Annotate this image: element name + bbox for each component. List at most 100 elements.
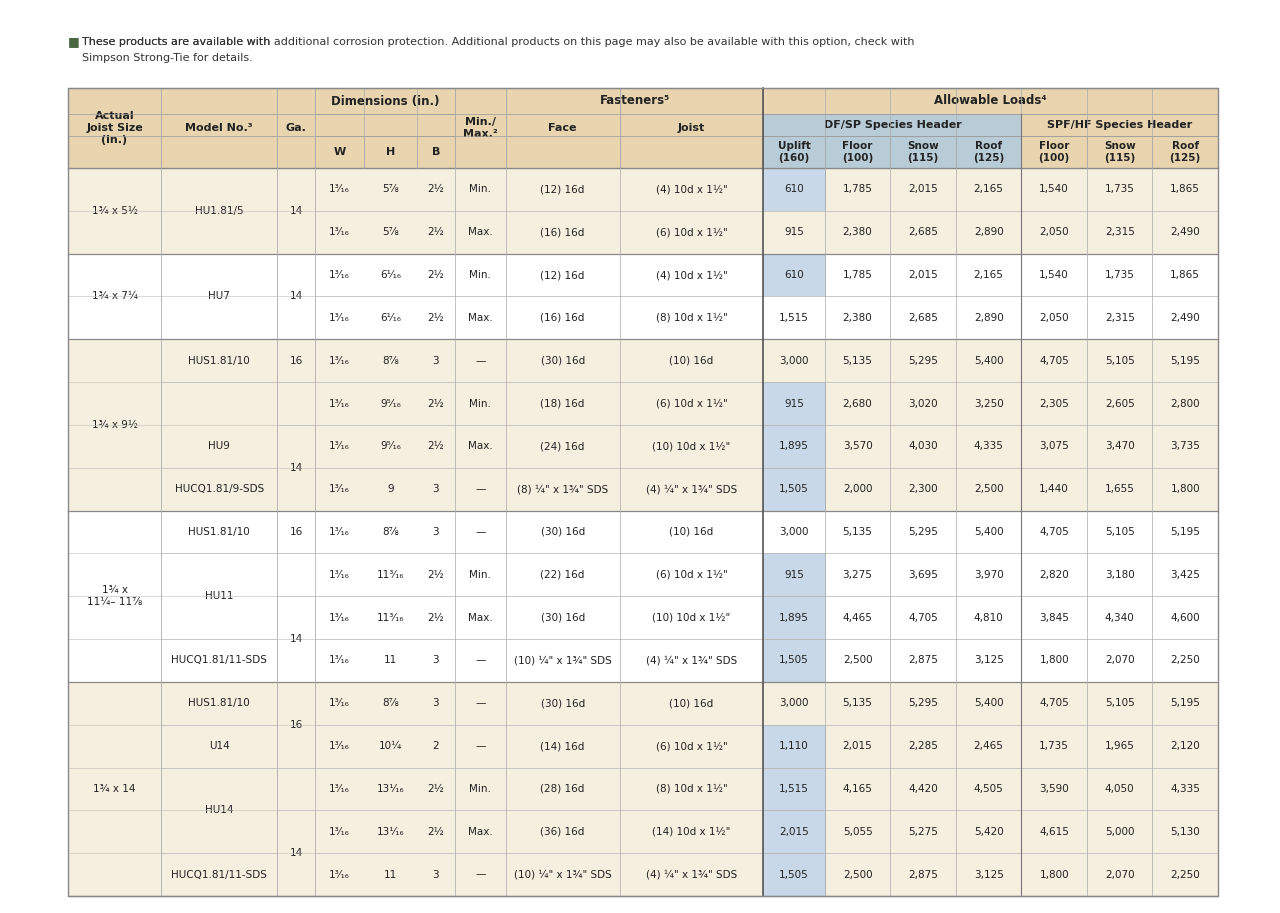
Bar <box>763 136 824 168</box>
Text: SPF/HF Species Header: SPF/HF Species Header <box>1047 120 1193 130</box>
Text: (6) 10d x 1½": (6) 10d x 1½" <box>655 399 727 408</box>
Text: 9⁵⁄₁₆: 9⁵⁄₁₆ <box>380 399 401 408</box>
Text: Roof
(125): Roof (125) <box>1170 142 1201 163</box>
Text: 5,105: 5,105 <box>1105 356 1134 366</box>
Text: 2,890: 2,890 <box>974 313 1004 323</box>
Text: 5,135: 5,135 <box>842 698 873 708</box>
Text: 8⅞: 8⅞ <box>381 698 399 708</box>
Text: 2,490: 2,490 <box>1170 227 1201 237</box>
Text: DF/SP Species Header: DF/SP Species Header <box>823 120 961 130</box>
Text: 1,515: 1,515 <box>780 784 809 794</box>
Text: Min.: Min. <box>470 784 492 794</box>
Text: (36) 16d: (36) 16d <box>540 827 585 837</box>
Text: 1¾ x 9½: 1¾ x 9½ <box>91 420 137 430</box>
Bar <box>161 553 278 639</box>
Bar <box>891 136 956 168</box>
Text: (30) 16d: (30) 16d <box>540 356 585 366</box>
Text: 1³⁄₁₆: 1³⁄₁₆ <box>329 527 351 537</box>
Text: 4,705: 4,705 <box>1039 527 1069 537</box>
Text: (10) 16d: (10) 16d <box>669 356 714 366</box>
Text: 2½: 2½ <box>428 313 444 323</box>
Bar <box>763 811 824 853</box>
Text: HUCQ1.81/11-SDS: HUCQ1.81/11-SDS <box>172 656 268 666</box>
Text: (10) 16d: (10) 16d <box>669 698 714 708</box>
Text: —: — <box>475 869 485 879</box>
Bar <box>68 297 1219 340</box>
Text: 2,015: 2,015 <box>780 827 809 837</box>
Text: 1³⁄₁₆: 1³⁄₁₆ <box>329 399 351 408</box>
Bar <box>315 88 454 114</box>
Text: 1,540: 1,540 <box>1039 184 1069 194</box>
Text: 5⅞: 5⅞ <box>381 227 399 237</box>
Text: Dimensions (in.): Dimensions (in.) <box>330 95 439 108</box>
Text: 3,425: 3,425 <box>1170 570 1201 580</box>
Bar <box>315 136 364 168</box>
Text: 2,680: 2,680 <box>842 399 873 408</box>
Bar <box>278 682 315 768</box>
Bar <box>161 853 278 896</box>
Text: 2,800: 2,800 <box>1170 399 1201 408</box>
Text: HUS1.81/10: HUS1.81/10 <box>188 356 250 366</box>
Bar <box>763 254 824 297</box>
Text: 11: 11 <box>384 656 397 666</box>
Text: 5,135: 5,135 <box>842 527 873 537</box>
Bar <box>161 682 278 725</box>
Text: 2,070: 2,070 <box>1105 869 1134 879</box>
Bar <box>68 168 161 254</box>
Text: 9: 9 <box>387 484 394 494</box>
Text: —: — <box>475 356 485 366</box>
Text: 5,295: 5,295 <box>909 698 938 708</box>
Text: Fasteners⁵: Fasteners⁵ <box>599 95 669 108</box>
Text: 1³⁄₁₆: 1³⁄₁₆ <box>329 570 351 580</box>
Text: 3,275: 3,275 <box>842 570 873 580</box>
Bar <box>68 596 1219 639</box>
Text: 2,050: 2,050 <box>1039 227 1069 237</box>
Text: (10) 10d x 1½": (10) 10d x 1½" <box>653 613 731 623</box>
Text: (6) 10d x 1½": (6) 10d x 1½" <box>655 227 727 237</box>
Text: 4,705: 4,705 <box>909 613 938 623</box>
Bar <box>68 425 1219 467</box>
Text: —: — <box>475 698 485 708</box>
Text: 2,875: 2,875 <box>909 869 938 879</box>
Text: (8) ¼" x 1¾" SDS: (8) ¼" x 1¾" SDS <box>517 484 608 494</box>
Bar <box>763 853 824 896</box>
Bar <box>763 168 824 211</box>
Bar <box>824 136 891 168</box>
Bar <box>278 596 315 682</box>
Text: 4,600: 4,600 <box>1170 613 1201 623</box>
Bar <box>278 425 315 510</box>
Bar <box>364 136 417 168</box>
Text: 11³⁄₁₆: 11³⁄₁₆ <box>376 570 404 580</box>
Bar <box>763 88 1219 114</box>
Text: 4,615: 4,615 <box>1039 827 1069 837</box>
Text: 1,735: 1,735 <box>1105 184 1134 194</box>
Text: Joist: Joist <box>678 123 705 133</box>
Text: (8) 10d x 1½": (8) 10d x 1½" <box>655 313 727 323</box>
Text: 1³⁄₁₆: 1³⁄₁₆ <box>329 313 351 323</box>
Text: (10) 16d: (10) 16d <box>669 527 714 537</box>
Text: Model No.³: Model No.³ <box>186 123 253 133</box>
Bar <box>68 725 1219 768</box>
Text: 5,000: 5,000 <box>1105 827 1134 837</box>
Text: 4,420: 4,420 <box>909 784 938 794</box>
Text: 1,865: 1,865 <box>1170 270 1201 280</box>
Text: 2½: 2½ <box>428 570 444 580</box>
Text: 3: 3 <box>433 656 439 666</box>
Text: 2,380: 2,380 <box>842 313 873 323</box>
Text: W: W <box>334 147 346 157</box>
Text: —: — <box>475 741 485 751</box>
Bar <box>278 168 315 254</box>
Text: (4) ¼" x 1¾" SDS: (4) ¼" x 1¾" SDS <box>646 656 737 666</box>
Text: 1³⁄₁₆: 1³⁄₁₆ <box>329 227 351 237</box>
Bar <box>68 340 161 510</box>
Text: 4,505: 4,505 <box>974 784 1004 794</box>
Text: 4,465: 4,465 <box>842 613 873 623</box>
Text: 2½: 2½ <box>428 399 444 408</box>
Text: 2,820: 2,820 <box>1039 570 1069 580</box>
Text: 5,135: 5,135 <box>842 356 873 366</box>
Text: 2,685: 2,685 <box>909 227 938 237</box>
Text: 2½: 2½ <box>428 270 444 280</box>
Bar <box>68 639 1219 682</box>
Text: Snow
(115): Snow (115) <box>1103 142 1135 163</box>
Text: These products are available with: These products are available with <box>82 37 274 47</box>
